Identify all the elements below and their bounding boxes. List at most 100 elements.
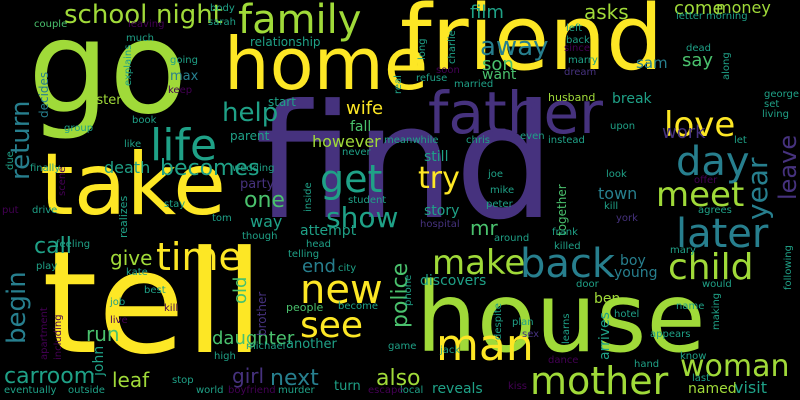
word-would: would [702, 279, 732, 290]
word-visit: visit [734, 378, 767, 397]
word-tell: tell [42, 221, 264, 386]
word-plan: plan [512, 317, 534, 328]
word-take: take [40, 135, 227, 235]
word-show: show [326, 201, 399, 234]
word-friend: friend [400, 0, 664, 91]
word-kiss: kiss [508, 381, 527, 392]
word-sex: sex [522, 329, 540, 340]
word-following: following [783, 245, 794, 290]
word-though: though [242, 231, 278, 242]
word-making: making [711, 292, 722, 330]
word-man: man [436, 320, 534, 371]
word-go: go [28, 0, 188, 143]
word-city: city [338, 263, 357, 274]
word-husband: husband [548, 91, 596, 104]
word-named: named [688, 381, 737, 397]
word-party: party [240, 177, 275, 192]
word-apartment: apartment [39, 307, 50, 360]
word-turn: turn [334, 379, 361, 394]
word-refuse: refuse [416, 73, 448, 84]
word-peter: peter [486, 199, 513, 210]
word-try: try [418, 161, 460, 196]
word-drive: drive [32, 205, 58, 216]
word-instead: instead [548, 135, 585, 146]
word-along: along [721, 52, 732, 80]
word-become: become [338, 301, 379, 312]
word-way: way [250, 212, 283, 231]
word-couple: couple [34, 19, 68, 30]
word-girl: girl [232, 364, 265, 388]
word-sarah: sarah [208, 17, 236, 28]
word-help: help [222, 98, 279, 128]
word-begin: begin [2, 271, 32, 344]
word-death: death [104, 158, 151, 177]
word-father: father [428, 79, 603, 147]
word-name: name [676, 301, 705, 312]
word-tom: tom [212, 213, 232, 224]
word-fall: fall [350, 119, 372, 135]
word-meanwhile: meanwhile [384, 135, 439, 146]
word-book: book [132, 115, 157, 126]
word-telling: telling [288, 249, 320, 260]
word-day: day [676, 139, 750, 185]
word-high: high [214, 351, 236, 362]
word-hospital: hospital [420, 219, 460, 230]
word-dream: dream [564, 67, 597, 78]
word-back: back [520, 241, 616, 287]
word-sister: sister [86, 93, 122, 108]
word-joe: joe [488, 169, 504, 180]
word-let: let [734, 135, 747, 146]
word-head: head [306, 239, 331, 250]
word-murder: murder [278, 385, 315, 396]
word-family: family [238, 0, 362, 43]
word-ben: ben [594, 291, 621, 307]
word-upon: upon [610, 121, 636, 132]
word-say: say [682, 50, 714, 71]
word-live: live [110, 315, 128, 326]
word-discovers: discovers [420, 273, 487, 289]
word-story: story [424, 203, 460, 219]
word-play: play [36, 261, 58, 272]
word-dead: dead [686, 43, 711, 54]
word-kate: kate [126, 267, 148, 278]
word-night: night [156, 0, 223, 30]
word-left: left [566, 23, 583, 34]
word-much: much [126, 33, 154, 44]
word-around: around [494, 233, 530, 244]
word-money: money [716, 0, 771, 17]
word-morning: morning [706, 11, 748, 22]
word-even: even [520, 131, 545, 142]
word-world: world [196, 385, 224, 396]
word-inside: inside [303, 182, 314, 212]
word-best: best [144, 285, 166, 296]
word-school: school [64, 0, 148, 30]
word-however: however [312, 132, 381, 151]
word-stay: stay [164, 199, 186, 210]
word-work: work [662, 122, 706, 143]
word-sam: sam [636, 54, 668, 72]
word-hand: hand [634, 359, 660, 370]
word-year: year [741, 157, 774, 220]
word-despite: despite [493, 303, 504, 340]
word-killed: killed [554, 241, 581, 252]
word-dance: dance [548, 355, 579, 366]
word-marry: marry [568, 55, 598, 66]
word-child: child [668, 247, 754, 288]
word-end: end [302, 256, 336, 277]
word-phone: phone [403, 274, 414, 306]
word-max: max [170, 69, 199, 84]
word-leaf: leaf [112, 368, 150, 392]
word-going: going [170, 55, 198, 66]
word-feeling: feeling [56, 239, 91, 250]
word-reveals: reveals [432, 381, 483, 397]
word-married: married [454, 79, 494, 90]
word-living: living [762, 109, 789, 120]
word-time: time [156, 235, 242, 279]
word-including: including [53, 314, 64, 360]
word-stop: stop [172, 375, 194, 386]
word-one: one [244, 188, 285, 213]
word-decides: decides [37, 71, 51, 118]
word-escape: escape [368, 385, 404, 396]
word-woman: woman [680, 349, 790, 384]
